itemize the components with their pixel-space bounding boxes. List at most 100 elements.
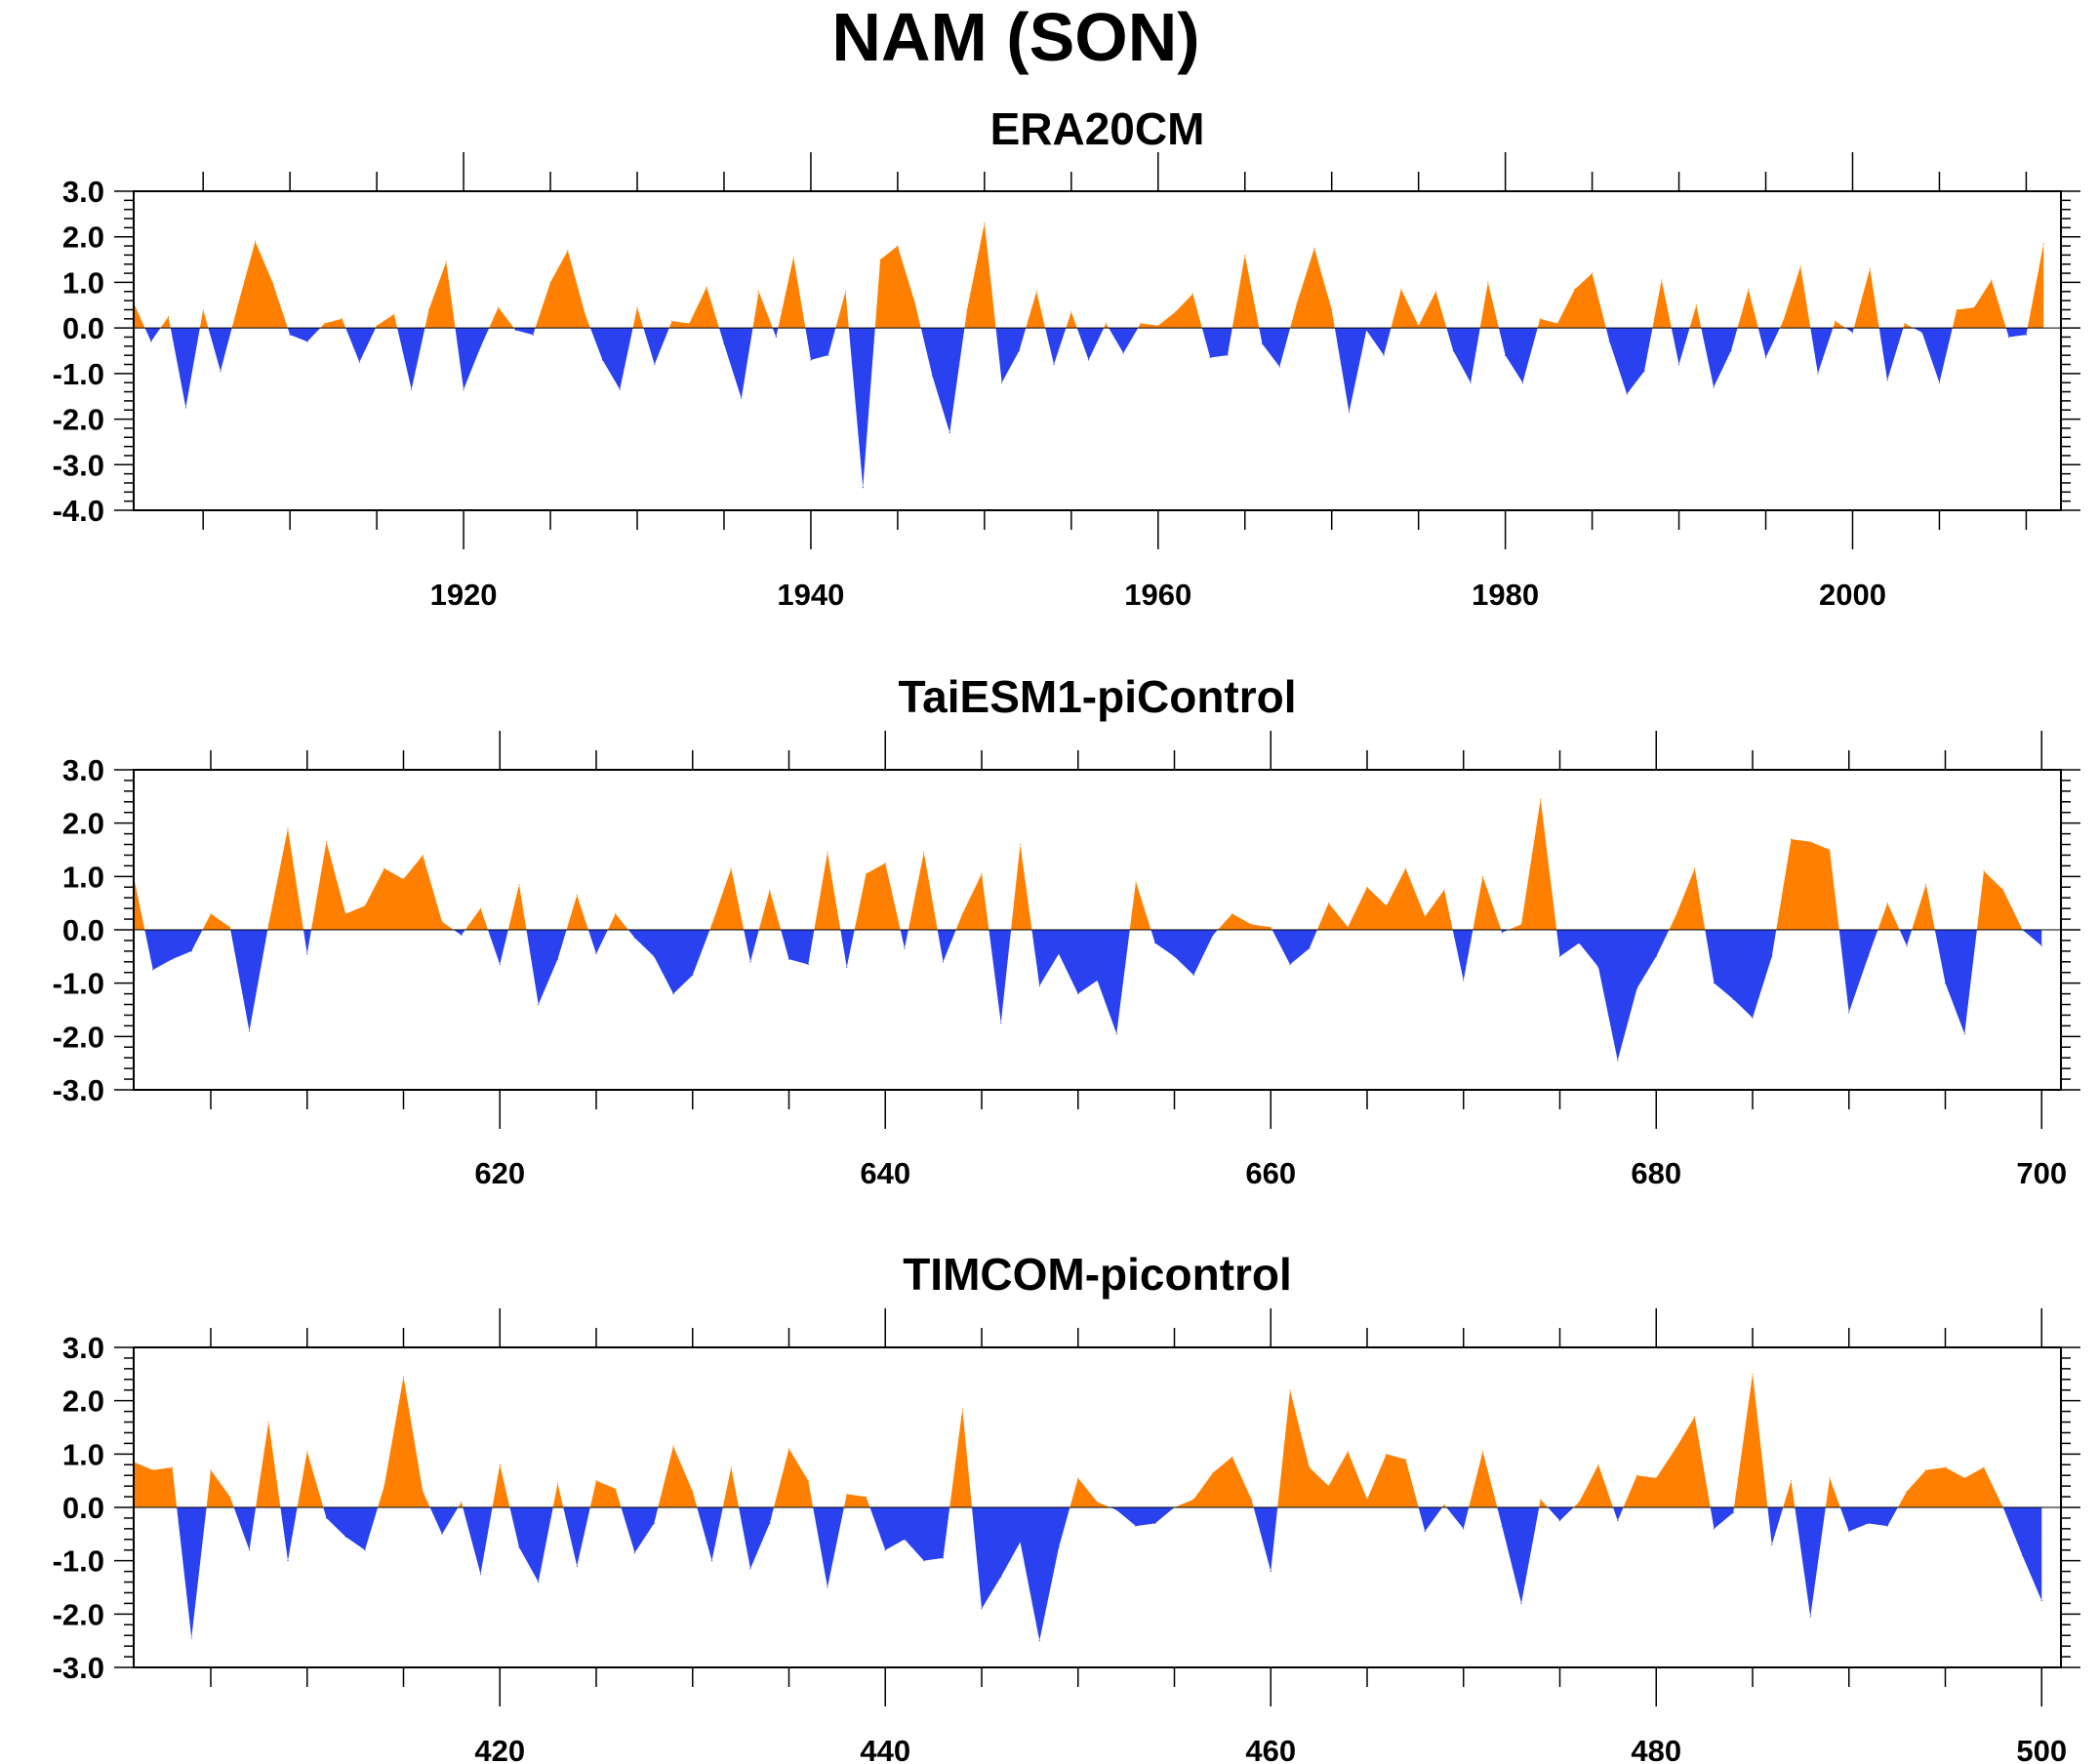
data-point bbox=[1296, 301, 1298, 304]
data-point bbox=[1383, 354, 1385, 356]
data-point bbox=[1906, 944, 1908, 947]
negative-area bbox=[134, 930, 2042, 1061]
data-point bbox=[1558, 955, 1561, 957]
data-point bbox=[654, 363, 656, 366]
data-point bbox=[1501, 932, 1503, 934]
data-point bbox=[518, 1546, 520, 1548]
data-point bbox=[1730, 349, 1732, 352]
x-tick-label: 640 bbox=[860, 1156, 910, 1190]
panel-title: TaiESM1-piControl bbox=[898, 671, 1296, 722]
data-point bbox=[1790, 838, 1793, 840]
data-point bbox=[942, 1557, 945, 1559]
data-point bbox=[1115, 1033, 1117, 1035]
data-point bbox=[1487, 281, 1489, 284]
data-point bbox=[532, 334, 534, 336]
x-tick-label: 480 bbox=[1631, 1734, 1681, 1764]
data-point bbox=[984, 222, 986, 224]
data-point bbox=[152, 969, 154, 971]
data-point bbox=[1019, 1541, 1022, 1544]
data-point bbox=[1434, 291, 1437, 293]
data-point bbox=[1520, 923, 1522, 926]
data-point bbox=[1481, 1451, 1484, 1453]
data-point bbox=[1540, 1499, 1542, 1501]
data-point bbox=[810, 359, 812, 361]
data-point bbox=[1058, 953, 1060, 955]
data-point bbox=[1244, 254, 1246, 256]
data-point bbox=[1331, 308, 1333, 311]
data-point bbox=[254, 240, 257, 242]
data-point bbox=[1944, 1466, 1947, 1468]
data-point bbox=[383, 1485, 385, 1487]
data-point bbox=[1192, 1499, 1194, 1501]
data-point bbox=[1991, 279, 1993, 281]
data-point bbox=[1347, 1451, 1349, 1453]
chart-title: NAM (SON) bbox=[831, 0, 1199, 75]
data-point bbox=[749, 1568, 751, 1570]
y-tick-label: -3.0 bbox=[53, 448, 104, 482]
data-point bbox=[306, 1451, 308, 1453]
data-point bbox=[1921, 332, 1923, 334]
x-tick-label: 620 bbox=[474, 1156, 525, 1190]
data-point bbox=[1963, 1477, 1965, 1479]
data-point bbox=[1574, 288, 1576, 291]
data-point bbox=[364, 1549, 366, 1551]
data-point bbox=[514, 329, 517, 332]
data-point bbox=[787, 1448, 790, 1450]
negative-area bbox=[144, 328, 2028, 488]
data-point bbox=[1848, 1012, 1850, 1014]
data-point bbox=[1347, 926, 1349, 928]
data-point bbox=[237, 304, 239, 306]
data-point bbox=[672, 1445, 674, 1447]
data-point bbox=[1174, 311, 1177, 313]
data-point bbox=[1713, 1528, 1716, 1530]
data-point bbox=[358, 361, 360, 363]
data-point bbox=[897, 245, 899, 247]
data-point bbox=[827, 354, 829, 356]
data-point bbox=[1578, 942, 1580, 944]
y-tick-label: 2.0 bbox=[62, 220, 104, 255]
data-point bbox=[1452, 349, 1454, 352]
data-point bbox=[2002, 889, 2004, 891]
data-point bbox=[1070, 311, 1072, 313]
data-point bbox=[1000, 1576, 1002, 1578]
y-tick-label: -1.0 bbox=[53, 1544, 104, 1579]
data-point bbox=[1309, 1466, 1311, 1468]
data-point bbox=[393, 313, 395, 315]
data-point bbox=[846, 966, 848, 968]
negative-area bbox=[134, 1507, 2042, 1641]
data-point bbox=[1867, 955, 1870, 957]
data-point bbox=[1443, 889, 1445, 891]
data-point bbox=[1771, 1544, 1773, 1545]
x-tick-label: 1940 bbox=[777, 578, 844, 612]
data-point bbox=[461, 1501, 463, 1503]
data-point bbox=[1348, 411, 1351, 414]
data-point bbox=[1404, 1459, 1407, 1461]
data-point bbox=[706, 286, 707, 288]
data-point bbox=[1173, 955, 1176, 957]
positive-area bbox=[134, 799, 2042, 930]
data-point bbox=[445, 261, 447, 263]
panel-title: ERA20CM bbox=[990, 103, 1205, 154]
data-point bbox=[1424, 1531, 1426, 1533]
data-point bbox=[1782, 320, 1784, 322]
data-point bbox=[427, 308, 430, 311]
data-point bbox=[364, 904, 366, 907]
data-point bbox=[672, 993, 674, 995]
data-point bbox=[411, 388, 413, 390]
data-point bbox=[595, 1480, 597, 1482]
data-point bbox=[1135, 1525, 1137, 1527]
data-point bbox=[1058, 1546, 1060, 1548]
data-point bbox=[1192, 974, 1194, 977]
data-point bbox=[1278, 366, 1280, 368]
data-point bbox=[1424, 915, 1426, 917]
x-tick-label: 420 bbox=[474, 1734, 525, 1764]
data-point bbox=[1443, 1503, 1445, 1505]
data-point bbox=[1077, 993, 1079, 995]
data-point bbox=[1938, 381, 1941, 383]
data-point bbox=[807, 963, 809, 966]
x-tick-label: 500 bbox=[2016, 1734, 2067, 1764]
data-point bbox=[792, 257, 794, 259]
data-point bbox=[741, 397, 743, 400]
data-point bbox=[1835, 320, 1837, 322]
data-point bbox=[1521, 381, 1524, 383]
